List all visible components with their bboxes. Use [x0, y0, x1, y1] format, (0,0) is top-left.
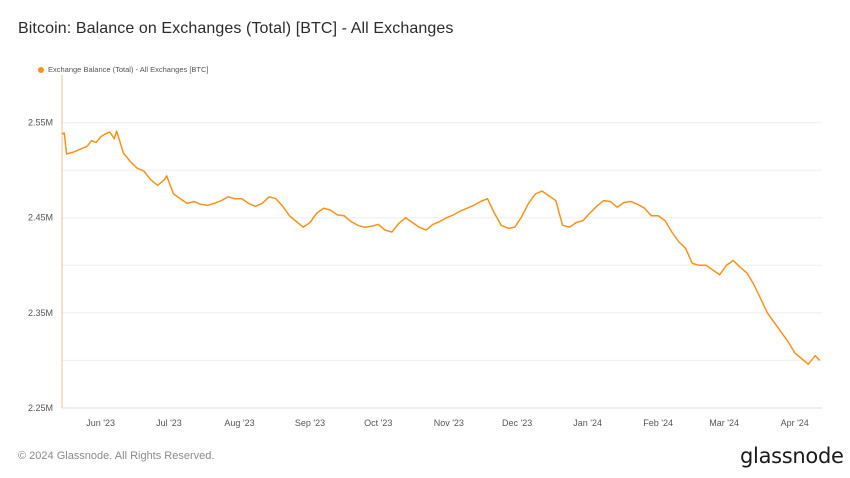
x-tick-label: Jan '24: [573, 418, 602, 428]
x-tick-label: Oct '23: [364, 418, 392, 428]
y-tick-label: 2.45M: [28, 213, 53, 223]
chart-legend[interactable]: Exchange Balance (Total) - All Exchanges…: [38, 65, 209, 74]
series-layer: [61, 130, 821, 365]
x-tick-label: Dec '23: [502, 418, 532, 428]
y-tick-label: 2.55M: [28, 118, 53, 128]
x-tick-label: Jul '23: [156, 418, 182, 428]
series-line[interactable]: [61, 130, 821, 365]
glassnode-logo[interactable]: glassnode: [740, 444, 844, 468]
x-tick-label: Mar '24: [709, 418, 739, 428]
legend-label: Exchange Balance (Total) - All Exchanges…: [48, 65, 209, 74]
gridlines: [62, 122, 822, 361]
x-tick-label: Jun '23: [86, 418, 115, 428]
y-tick-label: 2.25M: [28, 403, 53, 413]
y-tick-label: 2.35M: [28, 308, 53, 318]
copyright-notice: © 2024 Glassnode. All Rights Reserved.: [18, 450, 215, 462]
legend-swatch: [38, 66, 44, 73]
x-tick-label: Apr '24: [781, 418, 809, 428]
x-tick-label: Aug '23: [224, 418, 254, 428]
x-tick-label: Nov '23: [434, 418, 464, 428]
chart-title: Bitcoin: Balance on Exchanges (Total) [B…: [18, 20, 454, 37]
x-tick-label: Feb '24: [643, 418, 673, 428]
x-tick-label: Sep '23: [295, 418, 325, 428]
axes: 2.55M 2.45M 2.35M 2.25M Jun '23 Jul '23 Aug '2…: [28, 75, 822, 428]
